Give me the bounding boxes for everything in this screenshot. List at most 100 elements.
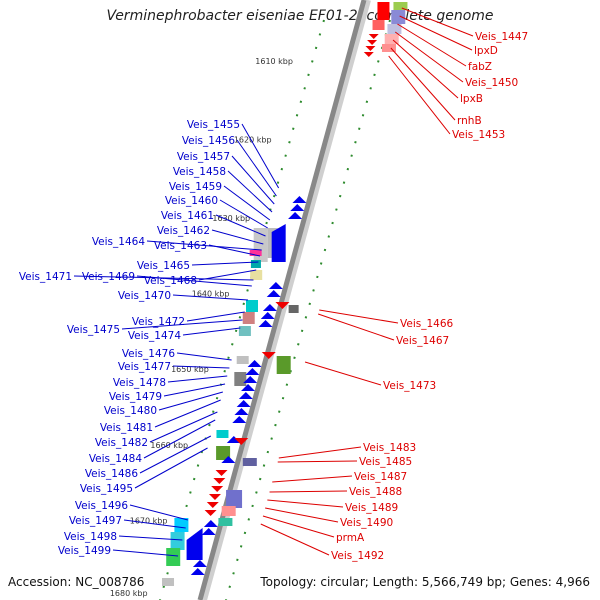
forward-gene-label: Veis_1497: [69, 515, 122, 527]
reverse-gene-arrow: [363, 52, 374, 57]
reverse-gene-block: [391, 10, 406, 24]
forward-gene-block: [174, 518, 189, 532]
label-leader-line: [198, 269, 257, 281]
forward-gene-label: Veis_1476: [122, 348, 176, 360]
reverse-gene-block: [221, 506, 236, 516]
label-leader-line: [390, 47, 456, 121]
forward-gene-label: Veis_1496: [75, 500, 129, 512]
reverse-gene-block: [372, 20, 385, 30]
forward-gene-block: [238, 326, 251, 336]
forward-gene-label: Veis_1486: [85, 468, 139, 480]
reverse-gene-arrow: [368, 34, 379, 39]
reverse-gene-label: Veis_1488: [349, 486, 402, 498]
forward-gene-arrow: [238, 392, 253, 399]
reverse-gene-label: prmA: [336, 532, 365, 544]
reverse-gene-label: Veis_1483: [363, 442, 416, 454]
forward-gene-label: Veis_1498: [64, 531, 117, 543]
label-leader-line: [394, 31, 464, 83]
reverse-gene-label: Veis_1492: [331, 550, 384, 562]
reverse-gene-arrow: [213, 478, 226, 484]
label-leader-line: [265, 507, 339, 523]
label-leader-line: [277, 460, 358, 463]
forward-gene-label: Veis_1495: [80, 483, 133, 495]
reverse-gene-block: [384, 34, 399, 44]
reverse-gene-arrow: [367, 40, 378, 45]
reverse-gene-label: Veis_1485: [359, 456, 412, 468]
reverse-gene-label: lpxD: [474, 45, 498, 57]
forward-gene-arrow: [203, 520, 218, 527]
forward-gene-arrow: [262, 304, 277, 311]
label-leader-line: [134, 447, 208, 489]
forward-gene-label: Veis_1458: [173, 166, 226, 178]
forward-gene-arrow: [292, 196, 307, 203]
reverse-gene-label: Veis_1466: [400, 318, 454, 330]
label-leader-line: [219, 199, 268, 229]
reverse-gene-label: fabZ: [468, 61, 492, 73]
reverse-gene-label: Veis_1473: [383, 380, 436, 392]
label-leader-line: [176, 352, 232, 361]
label-leader-line: [146, 240, 262, 251]
label-leader-line: [143, 419, 216, 459]
forward-gene-block: [216, 446, 231, 460]
scale-tick-label: 1670 kbp: [130, 516, 168, 525]
scale-tick-label: 1660 kbp: [150, 441, 188, 450]
reverse-gene-arrow: [234, 438, 249, 445]
reverse-gene-block: [226, 490, 243, 508]
label-leader-line: [278, 446, 362, 459]
label-leader-line: [269, 490, 348, 493]
forward-gene-label: Veis_1461: [161, 210, 214, 222]
scale-tick-label: 1680 kbp: [110, 589, 148, 598]
scale-tick-label: 1650 kbp: [171, 365, 209, 374]
forward-gene-arrow: [226, 436, 241, 443]
forward-gene-label: Veis_1456: [182, 135, 236, 147]
forward-gene-block: [253, 228, 268, 262]
scale-tick-label: 1610 kbp: [255, 57, 293, 66]
reverse-gene-arrow: [215, 470, 228, 476]
forward-gene-block: [236, 356, 249, 364]
label-leader-line: [223, 185, 271, 221]
forward-gene-block: [216, 430, 229, 438]
label-leader-line: [154, 399, 221, 428]
forward-gene-block: [162, 578, 175, 586]
forward-gene-arrow: [268, 282, 283, 289]
label-leader-line: [401, 7, 474, 37]
forward-gene-arrow: [290, 204, 305, 211]
label-leader-line: [397, 23, 467, 67]
forward-gene-arrow: [192, 560, 207, 567]
forward-gene-arrow: [190, 568, 205, 575]
forward-gene-label: Veis_1480: [104, 405, 157, 417]
forward-gene-block: [250, 260, 261, 268]
reverse-gene-label: Veis_1489: [345, 502, 398, 514]
reverse-gene-label: Veis_1453: [452, 129, 505, 141]
reverse-gene-label: Veis_1467: [396, 335, 449, 347]
forward-gene-block: [166, 548, 181, 566]
accession-text: Accession: NC_008786: [8, 575, 145, 589]
forward-gene-block: [249, 250, 262, 256]
reverse-gene-block: [381, 44, 396, 52]
label-leader-line: [158, 391, 223, 411]
label-leader-line: [163, 383, 226, 397]
forward-gene-label: Veis_1460: [165, 195, 218, 207]
label-leader-line: [139, 435, 212, 474]
topology-text: Topology: circular; Length: 5,566,749 bp…: [260, 575, 590, 589]
forward-gene-block: [242, 312, 255, 324]
forward-gene-label: Veis_1465: [137, 260, 190, 272]
forward-gene-arrow: [288, 212, 303, 219]
label-leader-line: [231, 155, 275, 205]
label-leader-line: [236, 139, 277, 197]
forward-gene-arrow: [260, 312, 275, 319]
reverse-gene-arrow: [204, 510, 217, 516]
forward-gene-label: Veis_1475: [67, 324, 120, 336]
reverse-gene-label: Veis_1490: [340, 517, 393, 529]
label-leader-line: [172, 365, 230, 369]
reverse-gene-arrow: [261, 352, 276, 359]
forward-gene-arrow: [232, 416, 247, 423]
reverse-gene-label: Veis_1447: [475, 31, 528, 43]
reverse-gene-arrow: [365, 46, 376, 51]
label-leader-line: [121, 319, 243, 330]
label-leader-line: [136, 275, 252, 287]
label-leader-line: [191, 261, 259, 266]
label-leader-line: [304, 361, 382, 386]
forward-gene-block: [250, 270, 263, 280]
